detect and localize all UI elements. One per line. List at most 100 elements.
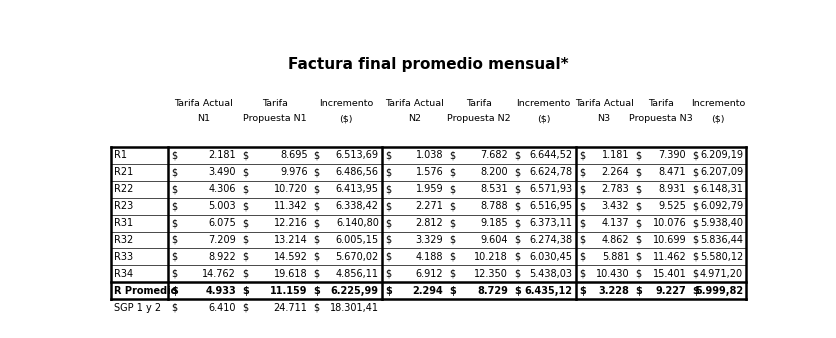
- Text: 6.624,78: 6.624,78: [529, 167, 573, 177]
- Text: $: $: [171, 201, 177, 211]
- Text: 9.185: 9.185: [481, 218, 508, 228]
- Text: $: $: [635, 218, 642, 228]
- Text: 9.525: 9.525: [659, 201, 686, 211]
- Text: $: $: [171, 252, 177, 262]
- Text: R22: R22: [114, 184, 133, 194]
- Text: 11.342: 11.342: [274, 201, 308, 211]
- Text: $: $: [514, 218, 520, 228]
- Text: N2: N2: [408, 115, 421, 123]
- Text: 6.209,19: 6.209,19: [700, 150, 743, 160]
- Text: Incremento: Incremento: [319, 99, 374, 108]
- Text: SGP 1 y 2: SGP 1 y 2: [114, 303, 161, 313]
- Text: $: $: [514, 269, 520, 279]
- Text: 8.471: 8.471: [659, 167, 686, 177]
- Text: 6.207,09: 6.207,09: [700, 167, 743, 177]
- Text: N1: N1: [197, 115, 210, 123]
- Text: $: $: [314, 150, 320, 160]
- Text: $: $: [314, 303, 320, 313]
- Text: $: $: [314, 218, 320, 228]
- Text: $: $: [514, 184, 520, 194]
- Text: $: $: [692, 235, 699, 245]
- Text: 2.294: 2.294: [413, 286, 443, 296]
- Text: 5.836,44: 5.836,44: [700, 235, 743, 245]
- Text: $: $: [692, 218, 699, 228]
- Text: 10.430: 10.430: [596, 269, 630, 279]
- Text: ($): ($): [339, 115, 353, 123]
- Text: 7.682: 7.682: [480, 150, 508, 160]
- Text: 6.516,95: 6.516,95: [529, 201, 573, 211]
- Text: Tarifa Actual: Tarifa Actual: [385, 99, 444, 108]
- Text: $: $: [692, 167, 699, 177]
- Text: $: $: [314, 235, 320, 245]
- Text: 1.181: 1.181: [602, 150, 630, 160]
- Text: 6.571,93: 6.571,93: [529, 184, 573, 194]
- Text: 19.618: 19.618: [274, 269, 308, 279]
- Text: $: $: [385, 252, 391, 262]
- Text: 9.604: 9.604: [481, 235, 508, 245]
- Text: 2.271: 2.271: [415, 201, 443, 211]
- Text: R34: R34: [114, 269, 133, 279]
- Text: $: $: [242, 167, 248, 177]
- Text: 1.576: 1.576: [415, 167, 443, 177]
- Text: $: $: [635, 235, 642, 245]
- Text: 1.038: 1.038: [416, 150, 443, 160]
- Text: 2.783: 2.783: [602, 184, 630, 194]
- Text: 11.462: 11.462: [653, 252, 686, 262]
- Text: ($): ($): [537, 115, 550, 123]
- Text: 5.580,12: 5.580,12: [700, 252, 743, 262]
- Text: 6.486,56: 6.486,56: [336, 167, 379, 177]
- Text: 6.005,15: 6.005,15: [336, 235, 379, 245]
- Text: $: $: [314, 269, 320, 279]
- Text: $: $: [579, 269, 585, 279]
- Text: $: $: [385, 269, 391, 279]
- Text: Tarifa: Tarifa: [466, 99, 492, 108]
- Text: $: $: [450, 218, 456, 228]
- Text: 6.274,38: 6.274,38: [529, 235, 573, 245]
- Text: $: $: [314, 252, 320, 262]
- Text: 4.137: 4.137: [602, 218, 630, 228]
- Text: 10.076: 10.076: [653, 218, 686, 228]
- Text: $: $: [171, 167, 177, 177]
- Text: $: $: [635, 201, 642, 211]
- Text: $: $: [242, 303, 248, 313]
- Text: 6.435,12: 6.435,12: [525, 286, 573, 296]
- Text: $: $: [514, 150, 520, 160]
- Text: 3.490: 3.490: [209, 167, 237, 177]
- Text: 6.912: 6.912: [415, 269, 443, 279]
- Text: 24.711: 24.711: [273, 303, 308, 313]
- Text: $: $: [450, 201, 456, 211]
- Text: 9.227: 9.227: [655, 286, 686, 296]
- Text: $: $: [385, 167, 391, 177]
- Text: $: $: [450, 252, 456, 262]
- Text: 3.329: 3.329: [415, 235, 443, 245]
- Text: 1.959: 1.959: [415, 184, 443, 194]
- Text: Tarifa: Tarifa: [648, 99, 674, 108]
- Text: $: $: [171, 269, 177, 279]
- Text: $: $: [635, 150, 642, 160]
- Text: 10.720: 10.720: [273, 184, 308, 194]
- Text: 3.432: 3.432: [602, 201, 630, 211]
- Text: 6.413,95: 6.413,95: [336, 184, 379, 194]
- Text: $: $: [242, 252, 248, 262]
- Text: $: $: [579, 235, 585, 245]
- Text: 8.729: 8.729: [477, 286, 508, 296]
- Text: 6.373,11: 6.373,11: [529, 218, 573, 228]
- Text: 5.438,03: 5.438,03: [529, 269, 573, 279]
- Text: 11.159: 11.159: [270, 286, 308, 296]
- Text: $: $: [635, 167, 642, 177]
- Text: 8.531: 8.531: [481, 184, 508, 194]
- Text: 5.670,02: 5.670,02: [335, 252, 379, 262]
- Text: $: $: [450, 286, 456, 296]
- Text: $: $: [242, 150, 248, 160]
- Text: 4.306: 4.306: [209, 184, 237, 194]
- Text: 2.181: 2.181: [209, 150, 237, 160]
- Text: $: $: [579, 150, 585, 160]
- Text: $: $: [579, 167, 585, 177]
- Text: $: $: [692, 150, 699, 160]
- Text: 5.938,40: 5.938,40: [700, 218, 743, 228]
- Text: R33: R33: [114, 252, 133, 262]
- Text: 15.401: 15.401: [653, 269, 686, 279]
- Text: $: $: [692, 201, 699, 211]
- Text: $: $: [314, 167, 320, 177]
- Text: R23: R23: [114, 201, 133, 211]
